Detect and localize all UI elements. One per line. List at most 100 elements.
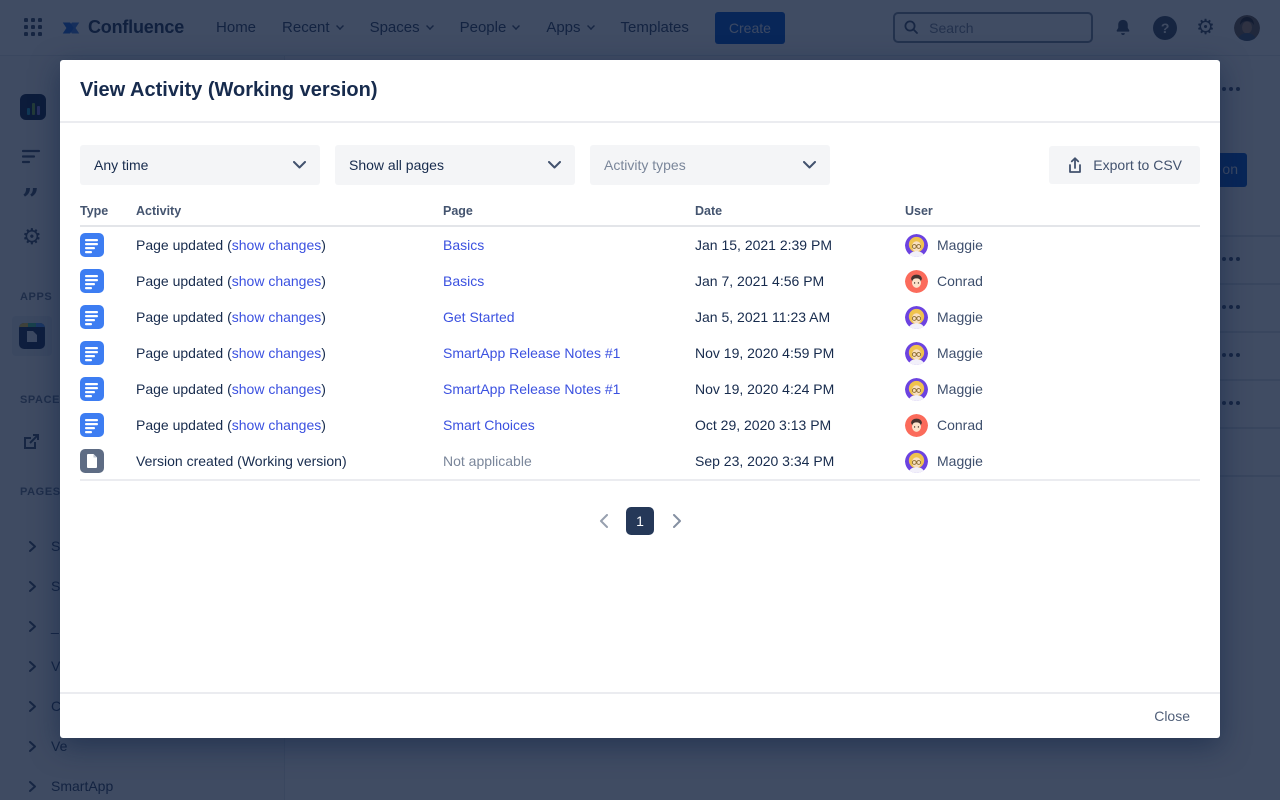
- page-cell: Smart Choices: [443, 417, 695, 433]
- activity-cell: Page updated (show changes): [136, 309, 326, 325]
- date-cell: Nov 19, 2020 4:24 PM: [695, 381, 835, 397]
- table-row: Page updated (show changes) Basics Jan 7…: [80, 263, 1200, 299]
- user-avatar: [905, 269, 928, 293]
- type-cell: [80, 341, 136, 365]
- maggie-avatar-icon: [905, 305, 928, 329]
- user-name: Conrad: [937, 417, 983, 433]
- user-avatar: [905, 305, 928, 329]
- user-cell: Maggie: [905, 233, 1200, 257]
- chevron-left-icon: [599, 514, 608, 528]
- chevron-down-icon: [803, 161, 816, 169]
- modal-footer: Close: [60, 692, 1220, 738]
- user-avatar: [905, 413, 928, 437]
- date-cell: Sep 23, 2020 3:34 PM: [695, 453, 835, 469]
- page-cell: Basics: [443, 237, 695, 253]
- date-cell: Jan 5, 2021 11:23 AM: [695, 309, 831, 325]
- page-link[interactable]: Get Started: [443, 309, 515, 325]
- pagination: 1: [80, 507, 1200, 535]
- pages-filter-dropdown[interactable]: Show all pages: [335, 145, 575, 185]
- activity-cell: Page updated (show changes): [136, 273, 326, 289]
- table-row: Page updated (show changes) Basics Jan 1…: [80, 227, 1200, 263]
- table-header: Type Activity Page Date User: [80, 197, 1200, 227]
- page-link[interactable]: Smart Choices: [443, 417, 535, 433]
- chevron-right-icon: [672, 514, 681, 528]
- date-cell: Nov 19, 2020 4:59 PM: [695, 345, 835, 361]
- page-number-button[interactable]: 1: [626, 507, 654, 535]
- table-row: Page updated (show changes) SmartApp Rel…: [80, 371, 1200, 407]
- close-button[interactable]: Close: [1154, 708, 1190, 724]
- user-name: Maggie: [937, 237, 983, 253]
- page-icon: [80, 341, 104, 365]
- date-cell: Jan 15, 2021 2:39 PM: [695, 237, 832, 253]
- page-icon: [80, 269, 104, 293]
- page-link[interactable]: Basics: [443, 237, 485, 253]
- column-header-page: Page: [443, 204, 473, 218]
- activity-cell: Version created (Working version): [136, 453, 347, 469]
- user-name: Maggie: [937, 453, 983, 469]
- maggie-avatar-icon: [905, 233, 928, 257]
- page-cell: Not applicable: [443, 453, 695, 469]
- page-link[interactable]: SmartApp Release Notes #1: [443, 345, 621, 361]
- page-cell: Get Started: [443, 309, 695, 325]
- activity-cell: Page updated (show changes): [136, 381, 326, 397]
- user-name: Maggie: [937, 309, 983, 325]
- column-header-date: Date: [695, 204, 723, 218]
- activity-types-dropdown[interactable]: Activity types: [590, 145, 830, 185]
- page-icon: [80, 413, 104, 437]
- type-cell: [80, 305, 136, 329]
- table-row: Page updated (show changes) Smart Choice…: [80, 407, 1200, 443]
- show-changes-link[interactable]: show changes: [231, 345, 322, 361]
- chevron-down-icon: [548, 161, 561, 169]
- conrad-avatar-icon: [905, 413, 928, 437]
- page-cell: Basics: [443, 273, 695, 289]
- date-cell: Oct 29, 2020 3:13 PM: [695, 417, 832, 433]
- user-cell: Maggie: [905, 305, 1200, 329]
- maggie-avatar-icon: [905, 377, 928, 401]
- date-cell: Jan 7, 2021 4:56 PM: [695, 273, 825, 289]
- page-icon: [80, 233, 104, 257]
- show-changes-link[interactable]: show changes: [231, 237, 322, 253]
- export-csv-button[interactable]: Export to CSV: [1049, 146, 1200, 184]
- user-avatar: [905, 377, 928, 401]
- show-changes-link[interactable]: show changes: [231, 273, 322, 289]
- table-row: Version created (Working version) Not ap…: [80, 443, 1200, 479]
- column-header-activity: Activity: [136, 204, 182, 218]
- maggie-avatar-icon: [905, 341, 928, 365]
- page-cell: SmartApp Release Notes #1: [443, 381, 695, 397]
- type-cell: [80, 413, 136, 437]
- page-cell: SmartApp Release Notes #1: [443, 345, 695, 361]
- page-icon: [80, 377, 104, 401]
- previous-page-button[interactable]: [589, 507, 617, 535]
- type-cell: [80, 449, 136, 473]
- user-cell: Conrad: [905, 413, 1200, 437]
- conrad-avatar-icon: [905, 269, 928, 293]
- user-name: Maggie: [937, 381, 983, 397]
- page-link[interactable]: SmartApp Release Notes #1: [443, 381, 621, 397]
- page-link[interactable]: Basics: [443, 273, 485, 289]
- show-changes-link[interactable]: show changes: [231, 309, 322, 325]
- user-avatar: [905, 449, 928, 473]
- user-name: Maggie: [937, 345, 983, 361]
- modal-title: View Activity (Working version): [80, 79, 378, 101]
- version-icon: [80, 449, 104, 473]
- view-activity-modal: View Activity (Working version) Any time…: [60, 60, 1220, 738]
- show-changes-link[interactable]: show changes: [231, 381, 322, 397]
- export-icon: [1069, 156, 1082, 173]
- modal-header: View Activity (Working version): [60, 60, 1220, 123]
- page-icon: [80, 305, 104, 329]
- column-header-type: Type: [80, 204, 109, 218]
- time-filter-dropdown[interactable]: Any time: [80, 145, 320, 185]
- next-page-button[interactable]: [663, 507, 691, 535]
- activity-cell: Page updated (show changes): [136, 417, 326, 433]
- page-text: Not applicable: [443, 453, 532, 469]
- table-row: Page updated (show changes) Get Started …: [80, 299, 1200, 335]
- show-changes-link[interactable]: show changes: [231, 417, 322, 433]
- user-avatar: [905, 233, 928, 257]
- user-name: Conrad: [937, 273, 983, 289]
- table-row: Page updated (show changes) SmartApp Rel…: [80, 335, 1200, 371]
- type-cell: [80, 377, 136, 401]
- maggie-avatar-icon: [905, 449, 928, 473]
- type-cell: [80, 269, 136, 293]
- modal-body: Any time Show all pages Activity types: [60, 123, 1220, 692]
